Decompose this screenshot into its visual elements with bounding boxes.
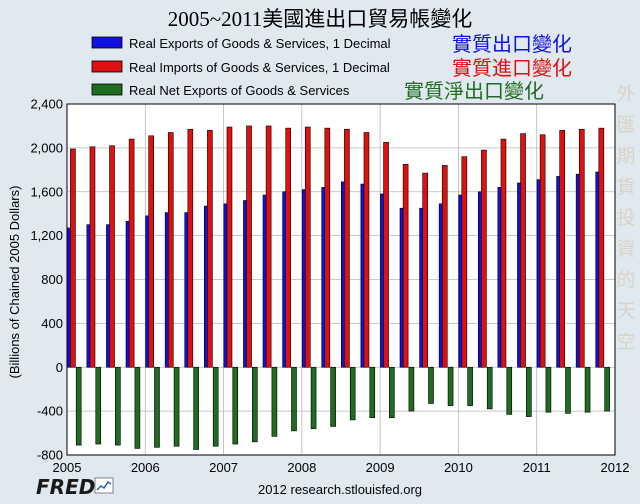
bar-imports <box>304 126 311 368</box>
bar-net <box>467 366 473 406</box>
bar-net <box>584 366 591 413</box>
bar-imports <box>187 128 194 368</box>
bar-imports <box>324 127 331 368</box>
bar-imports <box>383 142 389 368</box>
bar-imports <box>578 128 585 368</box>
bar-imports <box>167 132 174 368</box>
legend-swatch-imports <box>91 60 123 73</box>
legend-swatch-net <box>91 83 123 96</box>
y-tick-label: 1,600 <box>30 184 63 199</box>
y-tick-label: 800 <box>41 272 63 287</box>
chart-title: 2005~2011美國進出口貿易帳變化 <box>168 7 473 31</box>
bar-imports <box>246 125 252 368</box>
bar-imports <box>402 164 409 368</box>
bar-net <box>369 366 376 419</box>
bar-net <box>154 366 160 448</box>
y-axis-label: (Billions of Chained 2005 Dollars) <box>7 186 22 379</box>
y-tick-label: 2,400 <box>30 97 63 112</box>
y-tick-label: 0 <box>56 360 63 375</box>
bar-net <box>271 366 278 437</box>
bar-imports <box>344 128 350 368</box>
x-tick-label: 2011 <box>523 460 551 475</box>
legend-item-net: Real Net Exports of Goods & Services 實質淨… <box>91 79 544 103</box>
y-tick-label: 2,000 <box>30 140 63 155</box>
bar-net <box>545 366 552 413</box>
bar-imports <box>422 172 428 368</box>
bar-imports <box>481 149 487 368</box>
bar-net <box>252 366 258 443</box>
bar-imports <box>461 156 468 368</box>
bar-net <box>212 366 219 447</box>
legend-label-net-cn: 實質淨出口變化 <box>404 79 544 103</box>
bar-imports <box>285 127 291 368</box>
legend-label-imports: Real Imports of Goods & Services, 1 Deci… <box>129 60 390 75</box>
x-tick-label: 2007 <box>209 460 238 475</box>
fred-chart-icon <box>94 477 114 494</box>
bar-imports <box>441 165 448 368</box>
bar-imports <box>148 135 154 368</box>
bar-net <box>310 366 317 429</box>
bar-imports <box>89 146 96 368</box>
bar-imports <box>559 130 565 368</box>
bar-net <box>173 366 180 447</box>
bar-net <box>506 366 513 415</box>
bar-imports <box>207 130 213 368</box>
x-axis-ticks: 2005 2006 2007 2008 2009 2010 2011 2012 <box>53 460 630 475</box>
y-axis-ticks: 2,400 2,000 1,600 1,200 800 400 0 -400 -800 <box>30 97 63 463</box>
fred-logo: FRED <box>36 475 114 499</box>
x-tick-label: 2006 <box>131 460 160 475</box>
bar-net <box>193 366 199 450</box>
bar-imports <box>265 125 272 368</box>
bar-net <box>408 366 415 412</box>
bar-net <box>75 366 82 446</box>
bar-imports <box>363 132 370 368</box>
y-tick-label: 1,200 <box>30 228 63 243</box>
legend: Real Exports of Goods & Services, 1 Deci… <box>91 32 572 103</box>
y-tick-label: 400 <box>41 316 63 331</box>
legend-label-imports-cn: 實質進口變化 <box>452 56 572 80</box>
bar-net <box>428 366 434 404</box>
bar-imports <box>226 126 233 368</box>
fred-logo-text: FRED <box>36 475 95 499</box>
x-tick-label: 2008 <box>287 460 316 475</box>
legend-item-exports: Real Exports of Goods & Services, 1 Deci… <box>91 32 572 56</box>
bar-net <box>134 366 141 449</box>
legend-label-exports: Real Exports of Goods & Services, 1 Deci… <box>129 36 391 51</box>
source-text: 2012 research.stlouisfed.org <box>258 482 422 497</box>
legend-label-net: Real Net Exports of Goods & Services <box>129 83 350 98</box>
bar-net <box>565 366 571 414</box>
bar-net <box>95 366 102 445</box>
bar-net <box>349 366 356 421</box>
bar-net <box>330 366 336 427</box>
bar-net <box>526 366 532 417</box>
bar-net <box>447 366 454 406</box>
watermark-text: 外匯期貨投資的天空 <box>616 83 635 353</box>
bar-net <box>486 366 493 410</box>
x-tick-label: 2005 <box>53 460 82 475</box>
y-tick-label: -400 <box>37 404 63 419</box>
bar-imports <box>109 145 115 368</box>
x-tick-label: 2012 <box>601 460 630 475</box>
bar-imports <box>520 133 526 368</box>
bar-net <box>232 366 239 445</box>
legend-swatch-exports <box>91 36 123 49</box>
bar-imports <box>598 127 605 368</box>
plot-frame <box>66 103 616 456</box>
bar-net <box>291 366 297 432</box>
legend-label-exports-cn: 實質出口變化 <box>452 32 572 56</box>
x-tick-label: 2009 <box>366 460 395 475</box>
bar-imports <box>500 138 507 368</box>
bar-imports <box>128 138 135 368</box>
bar-imports <box>70 148 76 368</box>
x-tick-label: 2010 <box>444 460 473 475</box>
bars <box>67 125 610 450</box>
bar-net <box>604 366 610 412</box>
y-tick-label: -800 <box>37 448 63 463</box>
bar-net <box>389 366 395 419</box>
bar-imports <box>539 134 546 368</box>
legend-item-imports: Real Imports of Goods & Services, 1 Deci… <box>91 56 572 80</box>
bar-net <box>115 366 121 446</box>
